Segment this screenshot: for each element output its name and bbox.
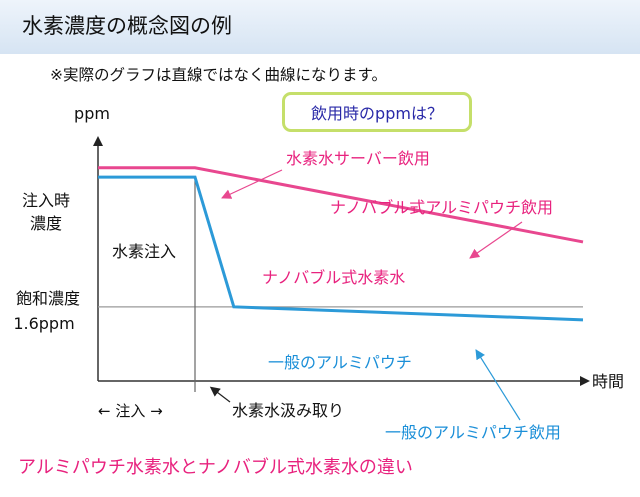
svg-text:1.6ppm: 1.6ppm [13,314,74,333]
series-line-aluminum [98,175,584,322]
series-line-nanobubble [98,166,584,244]
hydrogen-injection-label: 水素注入 [112,242,176,261]
annotation-server: 水素水サーバー飲用 [286,149,430,168]
water-drawn-label: 水素水汲み取り [232,401,344,420]
svg-text:濃度: 濃度 [30,214,62,233]
y-tick-label-saturation: 飽和濃度 1.6ppm [13,289,80,333]
chart-note: ※実際のグラフは直線ではなく曲線になります。 [50,66,387,84]
drawn-pointer-arrow [209,386,231,403]
header-bar: 水素濃度の概念図の例 [0,0,640,54]
svg-text:飽和濃度: 飽和濃度 [16,289,80,308]
x-axis-label: 時間 [592,372,624,391]
page-title: 水素濃度の概念図の例 [22,14,232,38]
annotation-aluminum-pouch: 一般のアルミパウチ飲用 [385,423,561,442]
y-axis-label: ppm [74,104,110,123]
question-callout: 飲用時のppmは？ [282,92,472,132]
y-tick-label-injection: 注入時 濃度 [22,191,70,233]
series-label-aluminum: 一般のアルミパウチ [268,353,412,372]
annotation-nanobubble-pouch: ナノバブル式アルミパウチ飲用 [330,198,553,217]
annotation-aluminum-arrow [475,349,521,421]
annotation-server-arrow [221,169,283,199]
svg-text:注入時: 注入時 [22,191,70,210]
injection-span-label: ← 注入 → [98,402,163,420]
series-label-nanobubble: ナノバブル式水素水 [262,268,405,287]
chart-caption: アルミパウチ水素水とナノバブル式水素水の違い [18,457,413,478]
annotation-nanobubble-arrow [469,221,523,259]
